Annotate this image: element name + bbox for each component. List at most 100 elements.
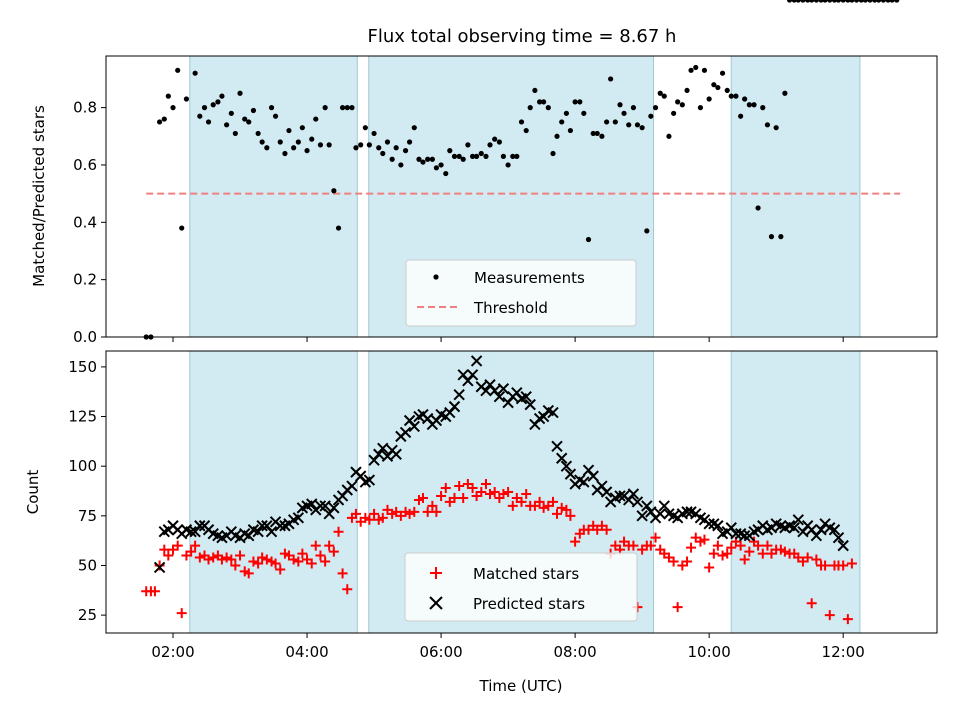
matched-star-marker (762, 540, 773, 551)
top-y-axis-label: Matched/Predicted stars (30, 105, 48, 287)
measurement-point (818, 0, 824, 3)
matched-star-marker (485, 488, 496, 499)
measurement-point (867, 0, 873, 3)
measurement-point (608, 76, 614, 82)
measurement-point (813, 0, 819, 3)
matched-star-marker (712, 540, 723, 551)
matched-star-marker (288, 554, 299, 565)
predicted-star-marker (493, 390, 506, 403)
matched-star-marker (253, 558, 264, 569)
measurement-point (425, 156, 431, 162)
matched-star-marker (208, 552, 219, 563)
measurement-point (380, 150, 386, 157)
measurement-point (210, 102, 216, 108)
measurement-point (612, 119, 618, 125)
measurement-point (349, 105, 355, 111)
x-tick-label: 04:00 (285, 643, 328, 661)
matched-star-marker (226, 554, 237, 565)
measurement-point (393, 145, 399, 151)
measurement-point (652, 105, 659, 111)
measurement-point (666, 133, 672, 139)
legend-label-matched-stars: Matched stars (473, 565, 579, 583)
matched-star-marker (480, 479, 491, 490)
matched-star-marker (203, 554, 214, 565)
matched-star-marker (838, 560, 849, 571)
measurement-point (496, 139, 502, 145)
predicted-star-marker (480, 385, 492, 397)
measurement-point (250, 107, 257, 114)
measurement-point (317, 142, 324, 148)
measurement-point (688, 67, 694, 73)
measurement-point (853, 0, 860, 3)
measurement-point (228, 110, 234, 116)
matched-star-marker (842, 614, 853, 625)
bottom-y-tick-label: 75 (78, 507, 97, 525)
predicted-star-marker (627, 488, 640, 500)
measurement-point (451, 153, 458, 159)
matched-star-marker (261, 554, 272, 565)
measurement-point (456, 153, 462, 159)
measurement-point (572, 99, 578, 105)
matched-star-marker (369, 508, 380, 519)
predicted-star-marker (306, 498, 318, 510)
measurement-point (831, 0, 838, 3)
matched-star-marker (417, 492, 428, 503)
measurement-point (876, 0, 882, 3)
measurement-point (805, 0, 811, 3)
measurement-point (768, 234, 775, 240)
matched-star-marker (726, 542, 737, 553)
matched-star-marker (682, 556, 693, 567)
measurement-point (384, 139, 391, 145)
measurement-point (483, 153, 489, 159)
measurement-point (738, 113, 744, 119)
measurement-point (809, 0, 815, 3)
measurement-point (648, 113, 654, 119)
matched-star-marker (708, 548, 719, 559)
matched-star-marker (149, 586, 160, 597)
measurement-point (335, 225, 342, 231)
predicted-star-marker (448, 400, 461, 413)
measurement-point (215, 99, 221, 105)
measurement-point (634, 122, 641, 128)
measurement-point (219, 93, 225, 99)
x-tick-label: 06:00 (419, 643, 462, 661)
top-shaded-interval-1 (189, 55, 358, 338)
matched-star-marker (744, 546, 755, 557)
measurement-point (371, 130, 377, 137)
top-y-tick-label: 0.8 (73, 99, 97, 117)
measurement-point (567, 127, 574, 134)
predicted-star-marker (373, 448, 385, 460)
predicted-star-marker (658, 500, 670, 512)
predicted-star-marker (408, 420, 420, 433)
measurement-point (715, 84, 721, 91)
measurement-point (644, 228, 650, 234)
measurement-point (545, 105, 551, 111)
predicted-star-marker (681, 506, 693, 518)
measurement-point (581, 110, 587, 116)
matched-star-marker (739, 554, 750, 565)
measurement-point (331, 188, 337, 194)
matched-star-marker (454, 481, 465, 492)
predicted-star-marker (497, 383, 510, 395)
x-axis-label: Time (UTC) (479, 677, 563, 695)
matched-star-marker (154, 560, 165, 571)
matched-star-marker (565, 510, 576, 521)
matched-star-marker (190, 540, 201, 551)
measurement-point (778, 234, 784, 240)
bottom-y-tick-label: 50 (78, 556, 97, 574)
measurement-point (510, 153, 516, 159)
top-legend: Measurements Threshold (405, 259, 637, 327)
measurement-point (469, 153, 476, 159)
matched-star-marker (521, 488, 532, 499)
measurement-point (268, 105, 275, 111)
matched-star-marker (440, 483, 451, 494)
measurement-point (889, 0, 895, 3)
matched-star-marker (668, 556, 679, 567)
matched-star-marker (377, 512, 388, 523)
matched-star-marker (275, 564, 286, 575)
measurement-point (559, 119, 565, 125)
predicted-star-marker (636, 510, 648, 522)
top-y-tick-label: 0.0 (73, 328, 97, 346)
measurement-point (626, 122, 632, 128)
predicted-stars-points (155, 356, 849, 574)
